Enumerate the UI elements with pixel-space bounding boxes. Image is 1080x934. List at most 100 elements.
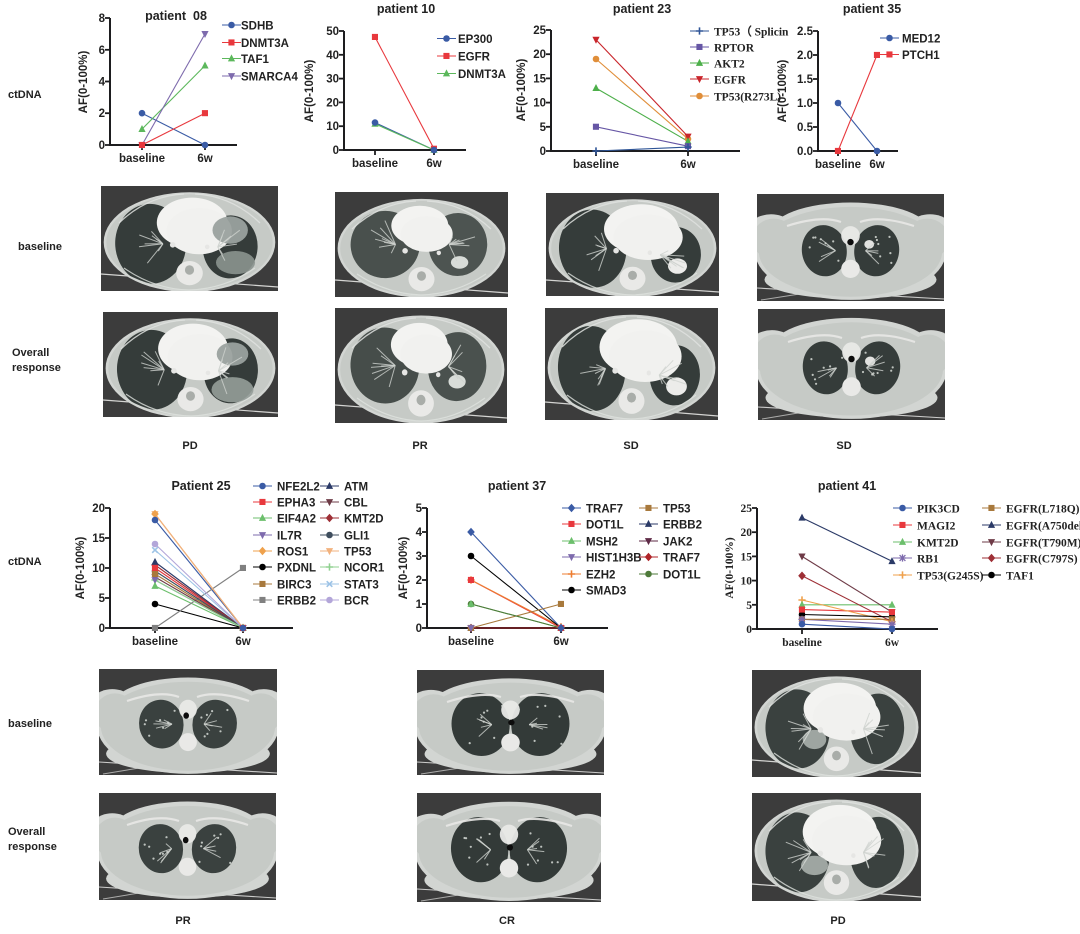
svg-text:AF(0-100%): AF(0-100%) [777,60,789,123]
svg-text:10: 10 [741,576,753,588]
svg-text:0: 0 [333,145,339,157]
svg-text:6w: 6w [680,159,695,171]
svg-text:STAT3: STAT3 [344,580,379,592]
svg-text:5: 5 [746,600,752,612]
svg-text:0: 0 [746,624,752,636]
svg-text:2: 2 [99,108,105,120]
svg-text:2: 2 [416,575,422,587]
svg-text:5: 5 [416,503,423,515]
svg-text:50: 50 [326,26,339,38]
svg-text:TRAF7: TRAF7 [663,553,700,565]
svg-text:10: 10 [92,563,105,575]
svg-text:patient 10: patient 10 [377,2,435,16]
svg-text:baseline: baseline [782,637,822,649]
svg-text:SDHB: SDHB [241,21,274,33]
svg-text:1: 1 [416,599,423,611]
svg-text:JAK2: JAK2 [663,537,692,549]
svg-text:25: 25 [741,503,753,515]
svg-text:HIST1H3B: HIST1H3B [586,553,642,565]
svg-text:0.5: 0.5 [797,122,814,134]
svg-text:0: 0 [99,623,105,635]
svg-text:40: 40 [326,50,339,62]
svg-text:4: 4 [99,77,106,89]
svg-text:PTCH1: PTCH1 [902,50,940,62]
svg-text:SMAD3: SMAD3 [586,586,626,598]
svg-text:EGFR: EGFR [458,52,491,64]
svg-text:TP53: TP53 [344,547,372,559]
svg-text:AF(0-100%): AF(0-100%) [304,60,316,123]
svg-text:5: 5 [540,122,547,134]
svg-text:TAF1: TAF1 [1006,571,1034,583]
svg-text:baseline: baseline [573,159,619,171]
svg-text:DOT1L: DOT1L [663,570,701,582]
svg-text:5: 5 [99,593,106,605]
svg-text:AF(0-100%): AF(0-100%) [516,59,528,122]
svg-text:NCOR1: NCOR1 [344,563,385,575]
svg-text:6w: 6w [885,637,900,649]
svg-text:6w: 6w [426,158,441,170]
svg-text:10: 10 [533,98,546,110]
svg-text:PXDNL: PXDNL [277,563,316,575]
svg-text:NFE2L2: NFE2L2 [277,482,320,494]
svg-text:PIK3CD: PIK3CD [917,504,960,516]
svg-text:2.5: 2.5 [797,26,814,38]
svg-text:MED12: MED12 [902,34,940,46]
svg-text:MAGI2: MAGI2 [917,521,956,533]
svg-text:KMT2D: KMT2D [344,514,384,526]
svg-text:DNMT3A: DNMT3A [241,38,289,50]
svg-text:20: 20 [533,49,546,61]
svg-text:ROS1: ROS1 [277,547,309,559]
svg-text:EGFR: EGFR [714,75,747,87]
svg-text:15: 15 [533,73,546,85]
svg-text:DOT1L: DOT1L [586,520,624,532]
svg-text:3: 3 [416,551,422,563]
svg-text:AF(0-100%): AF(0-100%) [75,537,87,600]
svg-text:AF(0-100%): AF(0-100%) [724,537,736,598]
svg-text:10: 10 [326,121,339,133]
svg-text:RPTOR: RPTOR [714,43,755,55]
svg-text:CBL: CBL [344,498,368,510]
svg-text:25: 25 [533,25,546,37]
svg-text:0: 0 [99,140,105,152]
svg-text:baseline: baseline [132,636,178,648]
svg-text:TP53: TP53 [663,504,691,516]
svg-text:TP53(R273L): TP53(R273L) [714,92,781,104]
svg-text:EGFR(L718Q): EGFR(L718Q) [1006,504,1080,516]
svg-text:BCR: BCR [344,596,370,608]
svg-text:AKT2: AKT2 [714,59,745,71]
svg-text:20: 20 [741,527,753,539]
svg-text:EP300: EP300 [458,34,493,46]
svg-text:0: 0 [540,146,546,158]
svg-text:baseline: baseline [119,153,165,165]
svg-text:15: 15 [92,533,105,545]
svg-text:30: 30 [326,74,339,86]
svg-text:EGFR(A750del]: EGFR(A750del] [1006,521,1080,533]
svg-text:4: 4 [416,527,423,539]
svg-text:6w: 6w [869,159,884,171]
svg-text:ATM: ATM [344,482,368,494]
svg-text:patient 37: patient 37 [488,479,546,493]
svg-text:6: 6 [99,45,105,57]
svg-text:8: 8 [99,13,106,25]
svg-text:ERBB2: ERBB2 [277,596,316,608]
svg-text:TAF1: TAF1 [241,54,270,66]
svg-text:EIF4A2: EIF4A2 [277,514,316,526]
svg-text:TP53(G245S): TP53(G245S) [917,571,984,583]
svg-text:AF(0-100%): AF(0-100%) [398,537,410,600]
svg-text:6w: 6w [553,636,568,648]
svg-text:2.0: 2.0 [797,50,813,62]
svg-text:KMT2D: KMT2D [917,538,959,550]
svg-text:20: 20 [326,97,339,109]
svg-text:15: 15 [741,551,753,563]
svg-text:RB1: RB1 [917,554,939,566]
svg-text:BIRC3: BIRC3 [277,580,312,592]
svg-text:baseline: baseline [448,636,494,648]
svg-text:patient 08: patient 08 [145,9,207,23]
svg-text:TRAF7: TRAF7 [586,504,623,516]
svg-text:DNMT3A: DNMT3A [458,69,506,81]
svg-text:IL7R: IL7R [277,531,303,543]
svg-text:20: 20 [92,503,105,515]
svg-text:patient 23: patient 23 [613,2,671,16]
svg-text:Patient 25: Patient 25 [171,479,230,493]
svg-text:6w: 6w [197,153,212,165]
